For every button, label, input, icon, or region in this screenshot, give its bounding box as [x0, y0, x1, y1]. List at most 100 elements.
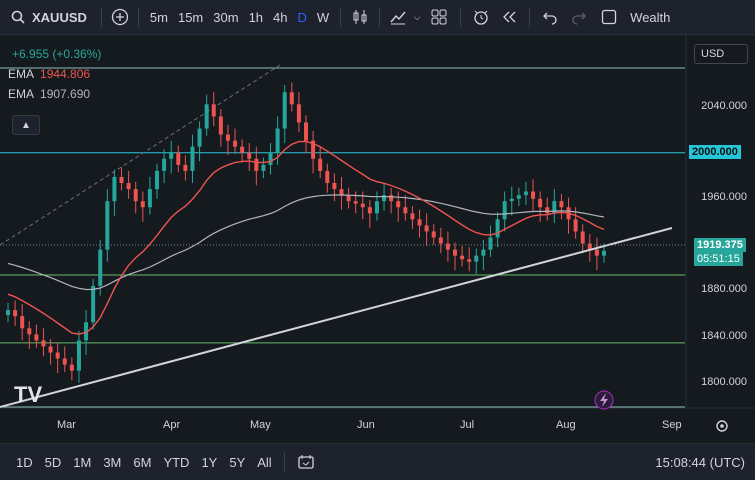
- candle-body: [594, 249, 599, 256]
- candle-body: [289, 92, 294, 105]
- interval-1h[interactable]: 1h: [248, 9, 264, 25]
- range-6m[interactable]: 6M: [133, 454, 152, 470]
- candle-body: [183, 164, 188, 171]
- candle-body: [20, 316, 25, 329]
- candle-body: [531, 191, 536, 199]
- candle-body: [155, 170, 159, 190]
- price-tick: 1840.000: [701, 330, 747, 342]
- interval-30m[interactable]: 30m: [213, 9, 239, 25]
- candle-body: [296, 104, 301, 123]
- candle-body: [268, 152, 273, 165]
- candle-body: [41, 340, 46, 347]
- candle-body: [353, 201, 358, 204]
- price-tick: 2040.000: [701, 100, 747, 112]
- clock-label[interactable]: 15:08:44 (UTC): [655, 454, 745, 470]
- divider: [379, 7, 381, 27]
- range-5d[interactable]: 5D: [44, 454, 62, 470]
- candle-body: [282, 92, 287, 129]
- range-3m[interactable]: 3M: [103, 454, 122, 470]
- undo-icon[interactable]: [536, 0, 564, 34]
- divider: [529, 7, 531, 27]
- candle-body: [516, 195, 521, 199]
- time-tick: Jul: [460, 419, 475, 431]
- candle-body: [204, 104, 209, 129]
- candle-body: [438, 237, 443, 244]
- currency-selector[interactable]: USD: [694, 44, 748, 64]
- interval-5m[interactable]: 5m: [149, 9, 168, 25]
- ascending-trendline[interactable]: [0, 227, 673, 408]
- candle-body: [218, 116, 223, 135]
- bar-countdown-tag: 05:51:15: [694, 252, 743, 266]
- candle-body: [197, 128, 202, 147]
- ema2-label: EMA: [8, 87, 35, 101]
- candle-body: [545, 207, 550, 214]
- divider: [340, 7, 342, 27]
- layout-grid-icon[interactable]: [424, 0, 454, 34]
- candle-body: [488, 237, 493, 250]
- candle-body: [140, 201, 145, 208]
- candle-body: [247, 152, 252, 159]
- candle-body: [552, 201, 557, 214]
- fullscreen-icon[interactable]: [594, 0, 624, 34]
- price-tick: 1800.000: [701, 376, 747, 388]
- price-chart[interactable]: TV: [0, 35, 755, 443]
- chevron-down-icon[interactable]: ⌵: [413, 11, 421, 22]
- range-1y[interactable]: 1Y: [201, 454, 218, 470]
- candle-body: [147, 189, 152, 208]
- time-tick: Sep: [662, 419, 682, 431]
- candle-body: [275, 128, 280, 153]
- candle-body: [367, 207, 372, 214]
- time-tick: Aug: [556, 419, 576, 431]
- brand-label: Wealth: [630, 9, 671, 25]
- candle-body: [389, 195, 394, 202]
- range-all[interactable]: All: [257, 454, 272, 470]
- date-range-icon[interactable]: [291, 447, 321, 477]
- ema-slow-line: [7, 194, 605, 291]
- candle-body: [495, 219, 500, 238]
- candle-body: [602, 250, 606, 256]
- search-icon[interactable]: [8, 0, 28, 34]
- time-tick: May: [250, 419, 271, 431]
- candle-body: [304, 122, 308, 141]
- candle-body: [318, 158, 323, 171]
- level-price-tag: 2000.000: [689, 145, 741, 159]
- candle-body: [467, 259, 472, 262]
- interval-w[interactable]: W: [316, 9, 330, 25]
- range-ytd[interactable]: YTD: [163, 454, 190, 470]
- candle-body: [346, 195, 351, 202]
- ema1-label: EMA: [8, 67, 35, 81]
- lightning-icon[interactable]: [594, 390, 614, 410]
- plot-background: [0, 35, 685, 407]
- candle-body: [84, 322, 89, 341]
- symbol-label[interactable]: XAUUSD: [32, 9, 87, 25]
- range-1m[interactable]: 1M: [73, 454, 92, 470]
- interval-15m[interactable]: 15m: [177, 9, 204, 25]
- divider: [283, 452, 285, 472]
- candle-body: [410, 213, 415, 220]
- interval-d[interactable]: D: [297, 9, 307, 25]
- interval-4h[interactable]: 4h: [273, 9, 288, 25]
- candle-body: [580, 231, 585, 244]
- redo-icon[interactable]: [564, 0, 594, 34]
- range-1d[interactable]: 1D: [16, 454, 33, 470]
- range-5y[interactable]: 5Y: [229, 454, 246, 470]
- candle-body: [474, 255, 479, 262]
- add-symbol-icon[interactable]: [108, 0, 132, 34]
- indicators-icon[interactable]: [386, 0, 410, 34]
- candle-body: [62, 358, 67, 365]
- candle-body: [119, 176, 124, 184]
- candle-body: [573, 219, 578, 232]
- candle-body: [233, 140, 238, 147]
- settings-gear-icon[interactable]: [716, 420, 728, 432]
- divider: [100, 7, 102, 27]
- alert-clock-icon[interactable]: [467, 0, 495, 34]
- price-tick: 1960.000: [701, 191, 747, 203]
- chart-area[interactable]: TV +6.955 (+0.36%) EMA 1944.806 EMA 1907.6…: [0, 35, 755, 443]
- candle-body: [396, 201, 401, 208]
- candle-body: [460, 255, 465, 260]
- candle-style-icon[interactable]: [347, 0, 373, 34]
- candle-body: [254, 158, 259, 171]
- change-value: +6.955 (+0.36%): [12, 47, 102, 61]
- replay-icon[interactable]: [495, 0, 523, 34]
- collapse-legend-button[interactable]: ▲: [12, 115, 40, 135]
